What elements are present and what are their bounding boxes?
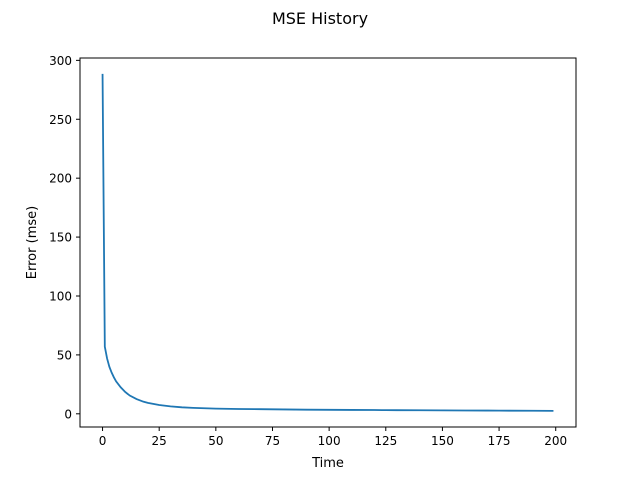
y-axis-ticks: 0 50 100 150 200 250 300 xyxy=(49,54,80,421)
y-tick-label: 200 xyxy=(49,172,72,186)
x-axis-label: Time xyxy=(311,456,344,471)
x-tick-label: 150 xyxy=(431,434,454,448)
x-tick-label: 200 xyxy=(544,434,567,448)
x-tick-label: 100 xyxy=(318,434,341,448)
y-tick-label: 250 xyxy=(49,113,72,127)
plot-area xyxy=(101,73,554,412)
chart-title: MSE History xyxy=(272,9,368,28)
y-tick-label: 150 xyxy=(49,231,72,245)
x-tick-label: 0 xyxy=(99,434,107,448)
y-tick-label: 300 xyxy=(49,54,72,68)
y-axis-label: Error (mse) xyxy=(25,206,40,279)
x-tick-label: 25 xyxy=(152,434,167,448)
axes-frame xyxy=(79,57,577,428)
x-tick-label: 125 xyxy=(374,434,397,448)
y-tick-label: 100 xyxy=(49,289,72,303)
y-tick-label: 0 xyxy=(64,407,72,421)
x-axis-ticks: 0 25 50 75 100 125 150 175 200 xyxy=(99,427,567,448)
y-tick-label: 50 xyxy=(57,348,72,362)
x-tick-label: 175 xyxy=(488,434,511,448)
x-tick-label: 75 xyxy=(265,434,280,448)
series-line xyxy=(101,73,554,412)
x-tick-label: 50 xyxy=(208,434,223,448)
